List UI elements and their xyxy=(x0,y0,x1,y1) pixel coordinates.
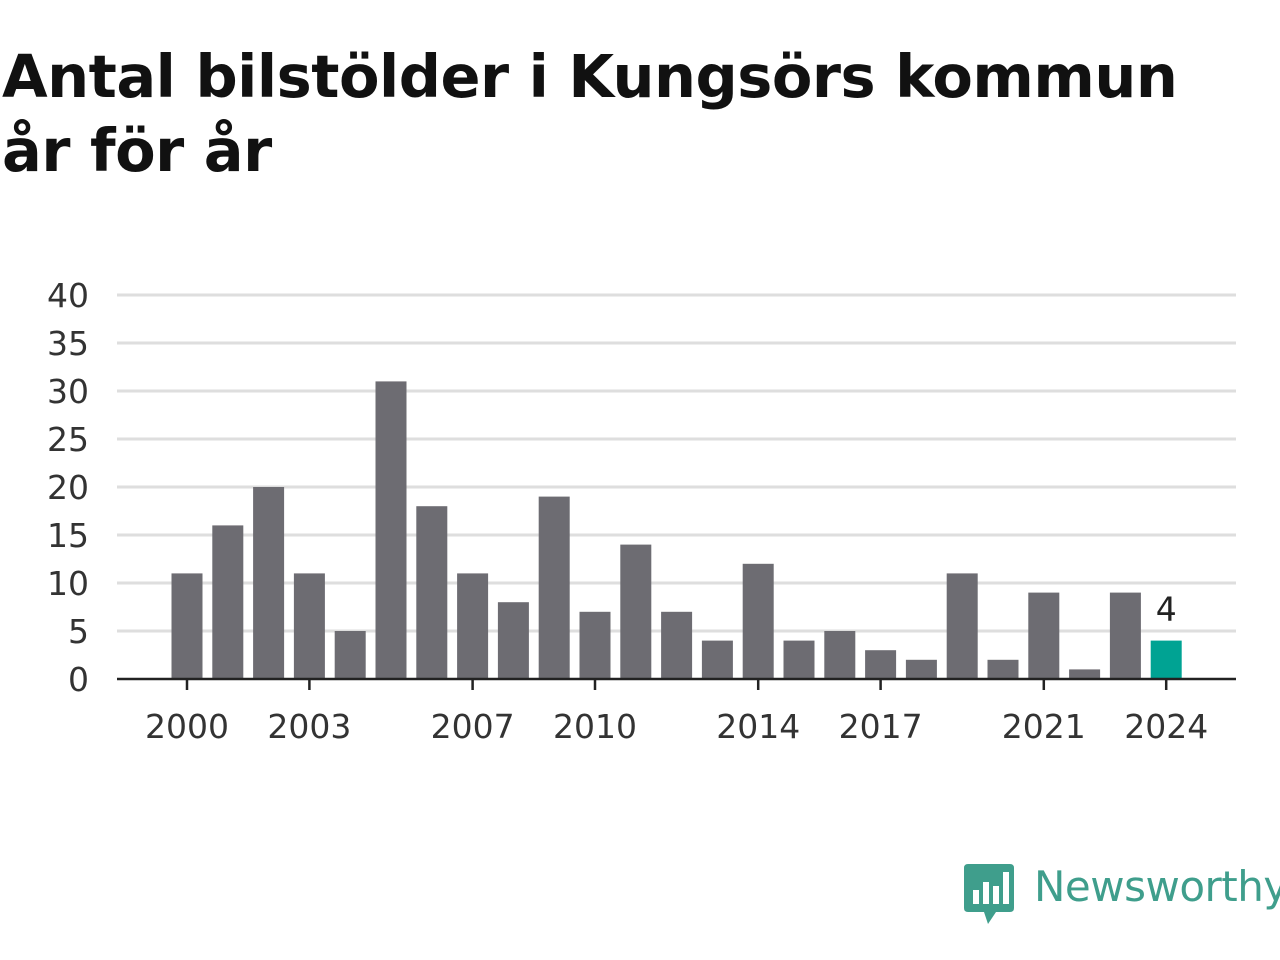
y-tick-label: 30 xyxy=(47,372,89,411)
x-axis-ticks: 2000 2003 2007 2010 2014 2017 2021 2024 xyxy=(145,679,1208,746)
data-labels: 4 xyxy=(1156,590,1177,629)
data-label-2024: 4 xyxy=(1156,590,1177,629)
bar-2014 xyxy=(742,563,774,679)
x-tick-label: 2010 xyxy=(553,707,637,746)
bars xyxy=(171,381,1182,679)
bar-2002 xyxy=(253,487,285,679)
y-tick-label: 35 xyxy=(47,324,89,363)
y-axis-ticks: 0 5 10 15 20 25 30 35 40 xyxy=(47,276,89,699)
y-tick-label: 20 xyxy=(47,468,89,507)
y-tick-label: 40 xyxy=(47,276,89,315)
grid-lines xyxy=(117,293,1236,633)
bar-2007 xyxy=(457,573,489,679)
bar-2008 xyxy=(497,602,529,679)
bar-2004 xyxy=(334,631,366,679)
bar-2024 xyxy=(1150,640,1182,679)
x-tick-label: 2021 xyxy=(1002,707,1086,746)
bar-2017 xyxy=(865,650,897,679)
y-tick-label: 0 xyxy=(68,660,89,699)
newsworthy-logo-icon xyxy=(964,864,1014,924)
chart-title: Antal bilstölder i Kungsörs kommun år fö… xyxy=(2,42,1178,185)
x-tick-label: 2003 xyxy=(267,707,351,746)
x-tick-label: 2014 xyxy=(716,707,800,746)
bar-2000 xyxy=(171,573,203,679)
x-tick-label: 2024 xyxy=(1124,707,1208,746)
bar-2015 xyxy=(783,640,815,679)
bar-2021 xyxy=(1028,592,1060,679)
y-tick-label: 15 xyxy=(47,516,89,555)
bar-2018 xyxy=(905,659,937,679)
bar-2019 xyxy=(946,573,978,679)
y-tick-label: 25 xyxy=(47,420,89,459)
y-tick-label: 5 xyxy=(68,612,89,651)
bar-2022 xyxy=(1069,669,1101,679)
bar-2011 xyxy=(620,544,652,679)
bar-2013 xyxy=(701,640,733,679)
y-tick-label: 10 xyxy=(47,564,89,603)
bar-2012 xyxy=(661,611,693,679)
bar-2016 xyxy=(824,631,856,679)
bar-2010 xyxy=(579,611,611,679)
bar-2009 xyxy=(538,496,570,679)
x-tick-label: 2017 xyxy=(839,707,923,746)
bar-2020 xyxy=(987,659,1019,679)
bar-2006 xyxy=(416,506,448,679)
bar-2001 xyxy=(212,525,244,679)
bar-2005 xyxy=(375,381,407,679)
x-tick-label: 2000 xyxy=(145,707,229,746)
bar-2003 xyxy=(293,573,325,679)
bar-2023 xyxy=(1109,592,1141,679)
brand-name: Newsworthy xyxy=(1034,862,1280,911)
x-tick-label: 2007 xyxy=(431,707,515,746)
